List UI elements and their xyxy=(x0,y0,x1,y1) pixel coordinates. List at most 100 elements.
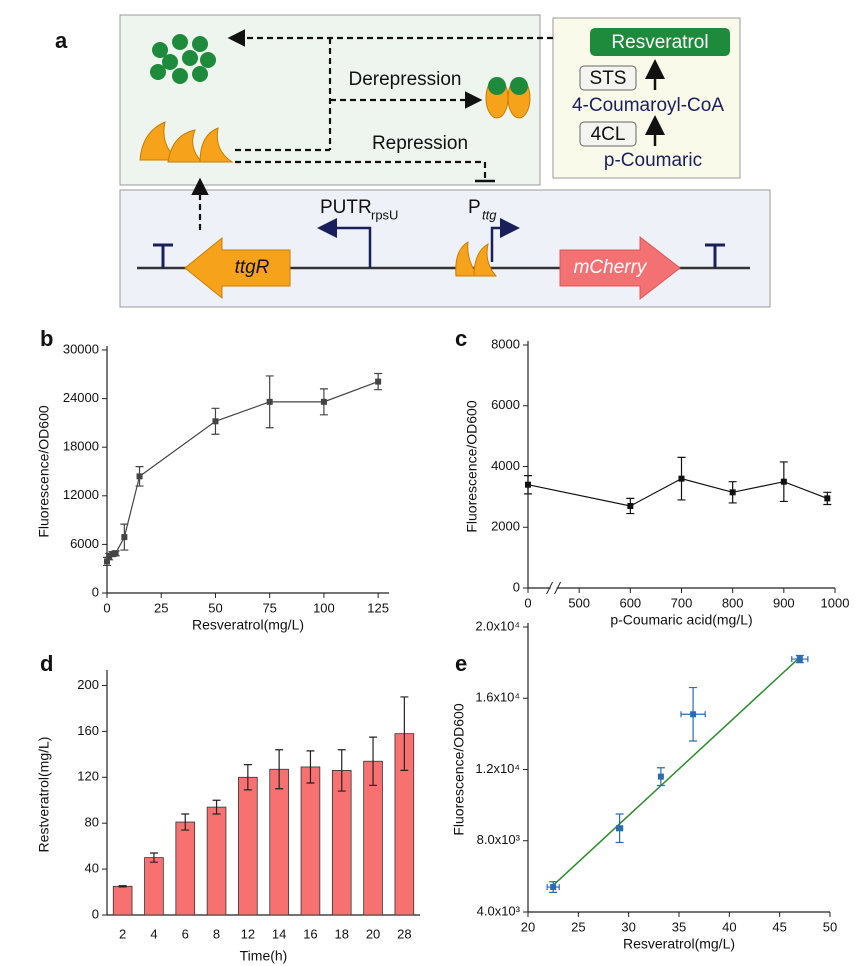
enzyme: STS xyxy=(590,68,627,89)
y-tick-label: 160 xyxy=(77,723,99,738)
x-tick-label: 16 xyxy=(303,926,317,941)
x-tick-label: 600 xyxy=(619,595,641,610)
x-tick-label: 35 xyxy=(672,919,686,934)
y-axis-label: Fluorescence/OD600 xyxy=(36,405,52,538)
y-axis-label: Fluorescence/OD600 xyxy=(464,400,480,533)
y-tick-label: 2.0x10⁴ xyxy=(475,618,520,633)
y-tick-label: 0 xyxy=(92,584,99,599)
panel-label: a xyxy=(55,28,68,53)
intermediate: 4-Coumaroyl-CoA xyxy=(572,95,724,116)
y-tick-label: 8.0x10³ xyxy=(477,832,521,847)
error-bar xyxy=(306,750,315,784)
x-tick-label: 0 xyxy=(103,600,110,615)
y-tick-label: 12000 xyxy=(63,487,99,502)
error-bar xyxy=(275,749,284,790)
x-axis-label: Resveratrol(mg/L) xyxy=(192,617,304,633)
bar xyxy=(112,885,133,916)
fit-line xyxy=(552,656,801,886)
x-tick-label: 28 xyxy=(397,926,411,941)
promoter-subscript: ttg xyxy=(482,207,497,222)
y-axis-label: Restveratrol(mg/L) xyxy=(36,737,52,853)
derepression-label: Derepression xyxy=(349,69,462,90)
y-tick-label: 4.0x10³ xyxy=(477,903,521,918)
x-tick-label: 800 xyxy=(722,595,744,610)
error-bar xyxy=(181,813,190,831)
gene-arrow xyxy=(559,235,681,301)
data-point xyxy=(212,418,219,425)
bar xyxy=(331,770,352,916)
data-point xyxy=(616,825,623,832)
bar xyxy=(300,766,321,916)
y-tick-label: 0 xyxy=(92,906,99,921)
data-point xyxy=(780,478,787,485)
x-tick-label: 45 xyxy=(772,919,786,934)
error-bar xyxy=(149,852,158,863)
y-tick-label: 2000 xyxy=(491,519,520,534)
data-line xyxy=(106,381,379,562)
enzyme-box xyxy=(579,65,637,91)
promoter-arrow xyxy=(490,218,520,262)
data-point xyxy=(112,550,119,557)
x-tick-label: 100 xyxy=(313,600,335,615)
y-tick-label: 6000 xyxy=(491,397,520,412)
promoter-arrow xyxy=(317,218,372,268)
x-tick-label: 30 xyxy=(621,919,635,934)
data-point xyxy=(729,489,736,496)
bar xyxy=(175,821,196,916)
x-tick-label: 700 xyxy=(671,595,693,610)
y-tick-label: 24000 xyxy=(63,390,99,405)
resveratrol-molecules xyxy=(150,34,216,84)
repression-label: Repression xyxy=(372,133,468,154)
regulation-arrows xyxy=(191,29,553,230)
data-point xyxy=(627,502,634,509)
data-point xyxy=(104,558,110,565)
error-bar xyxy=(337,749,346,792)
y-axis-label: Fluorescence/OD600 xyxy=(451,703,467,836)
bar xyxy=(269,768,289,916)
error-bar xyxy=(243,764,252,791)
gene-arrow xyxy=(184,236,291,300)
promoter-label: PUTR xyxy=(320,197,372,218)
bound-repressor xyxy=(485,77,531,119)
data-point xyxy=(136,473,143,480)
data-point xyxy=(550,884,557,891)
x-tick-label: 12 xyxy=(241,926,255,941)
x-tick-label: 14 xyxy=(272,926,286,941)
x-tick-label: 6 xyxy=(182,926,189,941)
product: Resveratrol xyxy=(611,32,708,53)
axis-break-gap xyxy=(550,585,557,591)
panel-label: c xyxy=(455,326,467,351)
data-point xyxy=(320,398,327,405)
x-tick-label: 25 xyxy=(154,600,168,615)
data-point xyxy=(657,773,664,780)
panel-label: d xyxy=(40,651,53,676)
data-point xyxy=(375,378,382,385)
circuit-box xyxy=(119,189,771,308)
terminators xyxy=(153,243,725,268)
error-bar xyxy=(212,799,221,815)
x-tick-label: 500 xyxy=(568,595,590,610)
data-line xyxy=(527,478,828,507)
x-axis-label: Resveratrol(mg/L) xyxy=(623,936,735,952)
error-bar xyxy=(118,885,127,888)
data-point xyxy=(525,481,531,488)
substrate: p-Coumaric xyxy=(604,150,702,171)
y-tick-label: 30000 xyxy=(63,341,99,356)
data-point xyxy=(121,534,128,541)
gene-label: mCherry xyxy=(574,257,648,278)
y-tick-label: 18000 xyxy=(63,439,99,454)
panel-label: b xyxy=(40,326,53,351)
bar xyxy=(238,776,258,916)
x-axis-label: p-Coumaric acid(mg/L) xyxy=(610,612,752,628)
promoter-label: P xyxy=(468,197,481,218)
data-point xyxy=(824,495,831,502)
x-tick-label: 125 xyxy=(367,600,389,615)
x-tick-label: 18 xyxy=(335,926,349,941)
bar xyxy=(144,857,164,916)
panel-label: e xyxy=(455,651,467,676)
x-tick-label: 8 xyxy=(213,926,220,941)
y-tick-label: 1.2x10⁴ xyxy=(475,761,520,776)
gene-label: ttgR xyxy=(235,257,270,278)
x-tick-label: 20 xyxy=(521,919,535,934)
